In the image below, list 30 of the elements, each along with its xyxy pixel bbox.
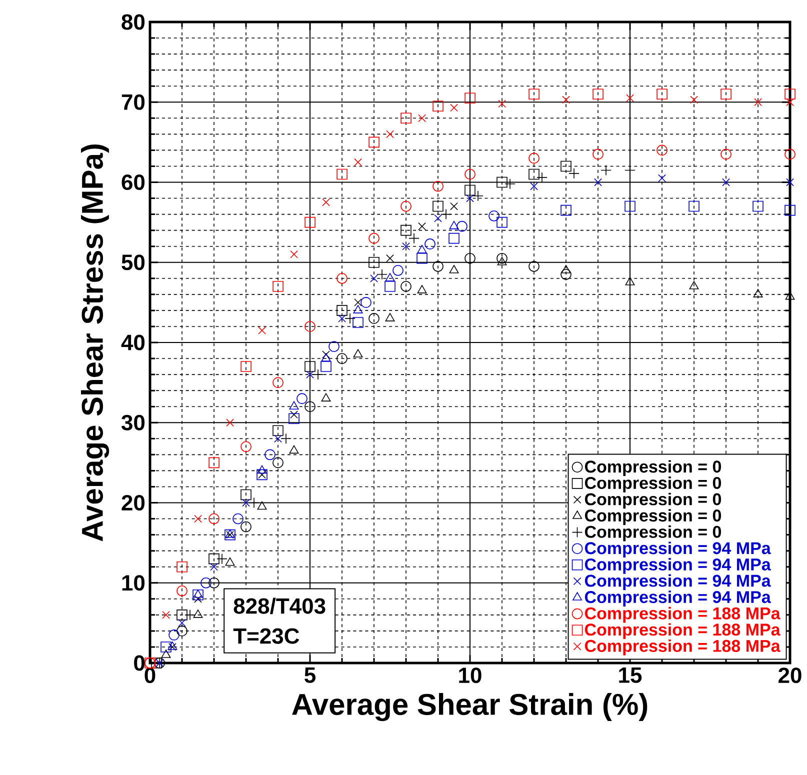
y-axis-title: Average Shear Stress (MPa): [80, 144, 110, 542]
x-axis-title: Average Shear Strain (%): [292, 693, 648, 722]
x-tick-label: 0: [144, 668, 156, 684]
x-tick-label: 15: [619, 668, 642, 683]
y-tick-label: 80: [122, 14, 145, 30]
legend-label: Compression = 0: [584, 509, 722, 525]
legend-label: Compression = 94 MPa: [584, 574, 771, 590]
annotation: T=23C: [233, 628, 300, 644]
legend-label: Compression = 94 MPa: [584, 542, 771, 558]
legend-label: Compression = 0: [584, 460, 722, 476]
legend-label: Compression = 0: [584, 525, 722, 542]
legend-label: Compression = 94 MPa: [584, 558, 771, 574]
y-tick-label: 10: [122, 575, 145, 591]
legend-label: Compression = 188 MPa: [584, 606, 780, 623]
x-tick-label: 10: [459, 668, 482, 684]
annotation: 828/T403: [234, 598, 326, 614]
legend-label: Compression = 188 MPa: [584, 623, 780, 640]
y-tick-label: 40: [121, 334, 145, 350]
y-tick-label: 70: [122, 94, 145, 110]
x-tick-label: 20: [778, 668, 802, 684]
y-tick-label: 60: [122, 174, 145, 190]
y-tick-label: 0: [134, 655, 145, 671]
legend-label: Compression = 0: [584, 476, 722, 492]
y-tick-label: 20: [122, 494, 145, 511]
legend-label: Compression = 94 MPa: [584, 590, 771, 606]
y-tick-label: 30: [121, 414, 145, 430]
x-tick-label: 5: [304, 668, 316, 683]
legend-label: Compression = 0: [584, 492, 722, 509]
y-tick-label: 50: [122, 254, 145, 270]
legend-label: Compression = 188 MPa: [584, 639, 780, 656]
